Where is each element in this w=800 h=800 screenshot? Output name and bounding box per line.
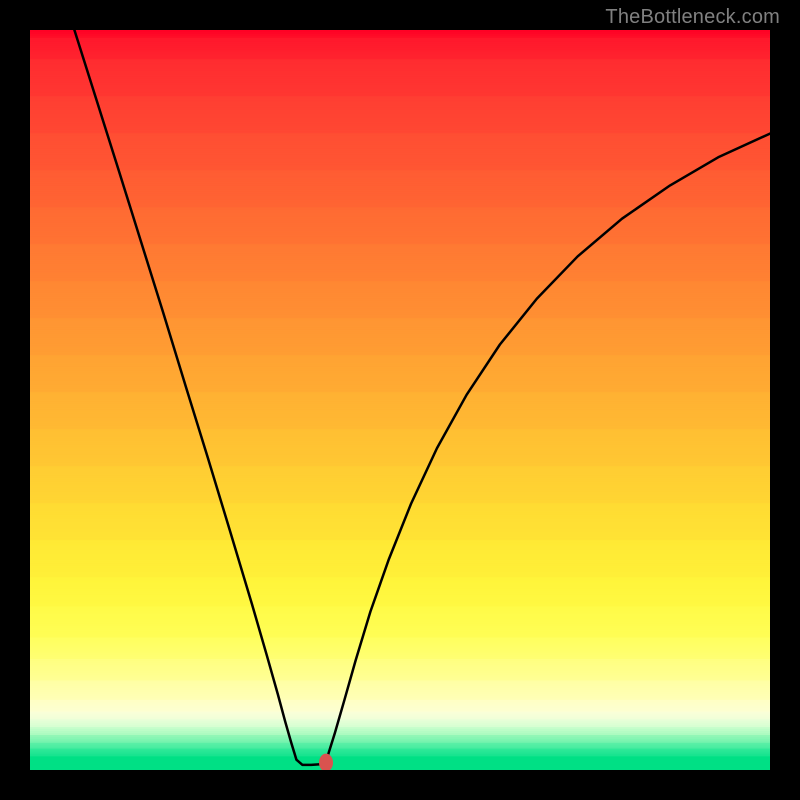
- watermark-text: TheBottleneck.com: [605, 6, 780, 29]
- bottleneck-chart: [30, 30, 770, 770]
- chart-svg: [30, 30, 770, 770]
